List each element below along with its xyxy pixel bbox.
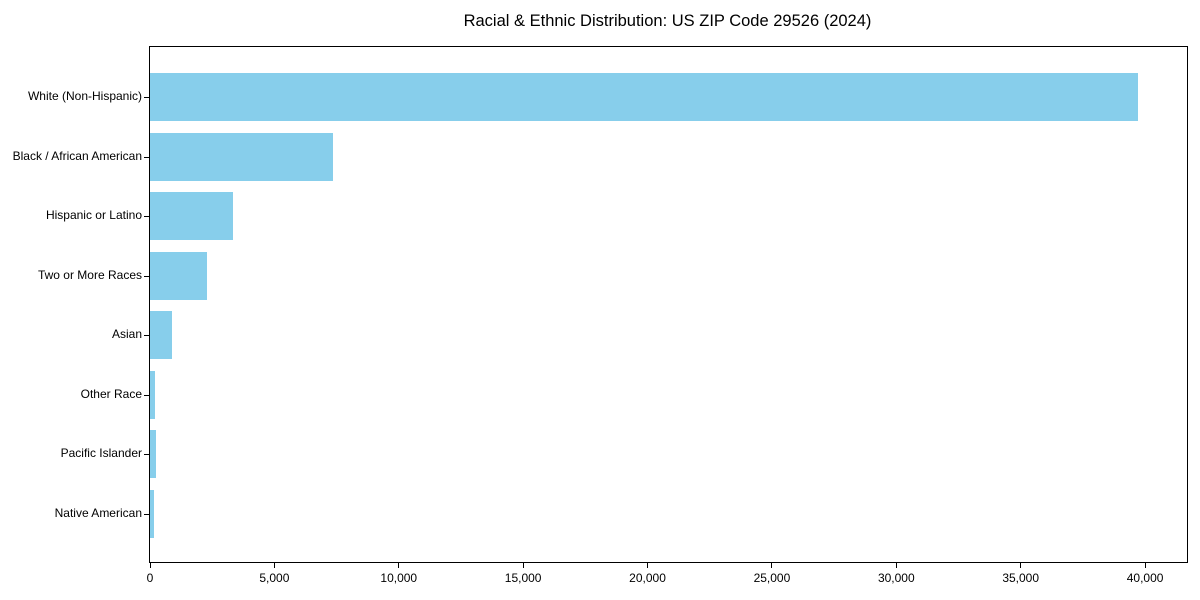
bar-native-american [150,489,154,538]
x-tick-label: 0 [146,571,154,585]
y-tick-label: Pacific Islander [60,446,142,461]
x-tick-label: 10,000 [380,571,418,585]
x-tick-mark [522,563,524,568]
x-tick-label: 5,000 [259,571,290,585]
y-tick-mark [144,275,149,277]
x-tick-mark [1144,563,1146,568]
y-tick-mark [144,216,149,218]
bar-white-non-hispanic [150,73,1138,121]
x-tick-mark [398,563,400,568]
x-tick-mark [647,563,649,568]
x-tick-label: 20,000 [629,571,666,585]
y-tick-label: Other Race [80,386,142,401]
x-tick-mark [771,563,773,568]
y-tick-label: Black / African American [12,148,142,163]
y-tick-label: Native American [54,505,142,520]
y-tick-mark [144,335,149,337]
x-tick-label: 30,000 [877,571,915,585]
bar-asian [150,311,172,360]
bar-pacific-islander [150,430,156,479]
x-tick-mark [149,563,151,568]
y-tick-label: Asian [111,327,142,342]
x-tick-mark [895,563,897,568]
y-tick-mark [144,394,149,396]
x-tick-label: 35,000 [1002,571,1040,585]
bar-hispanic-or-latino [150,192,234,241]
y-tick-mark [144,454,149,456]
y-tick-label: White (Non-Hispanic) [27,89,142,103]
y-tick-label: Hispanic or Latino [45,208,142,223]
bar-two-or-more-races [150,251,207,300]
x-tick-label: 15,000 [504,571,542,585]
x-tick-label: 25,000 [753,571,791,585]
y-tick-label: Two or More Races [37,267,142,282]
chart-title: Racial & Ethnic Distribution: US ZIP Cod… [463,12,872,30]
x-tick-label: 40,000 [1126,571,1164,585]
bar-black-african-american [150,132,333,181]
y-tick-mark [144,513,149,515]
y-tick-mark [144,156,149,158]
x-tick-mark [273,563,275,568]
y-tick-mark [144,97,149,98]
y-axis-labels: White (Non-Hispanic) Black / African Amer… [0,46,142,561]
bar-other-race [150,370,156,419]
x-tick-mark [1020,563,1022,568]
plot-area: 0 5,000 10,000 15,000 20,000 25,000 30,000 35,0… [144,46,1188,585]
